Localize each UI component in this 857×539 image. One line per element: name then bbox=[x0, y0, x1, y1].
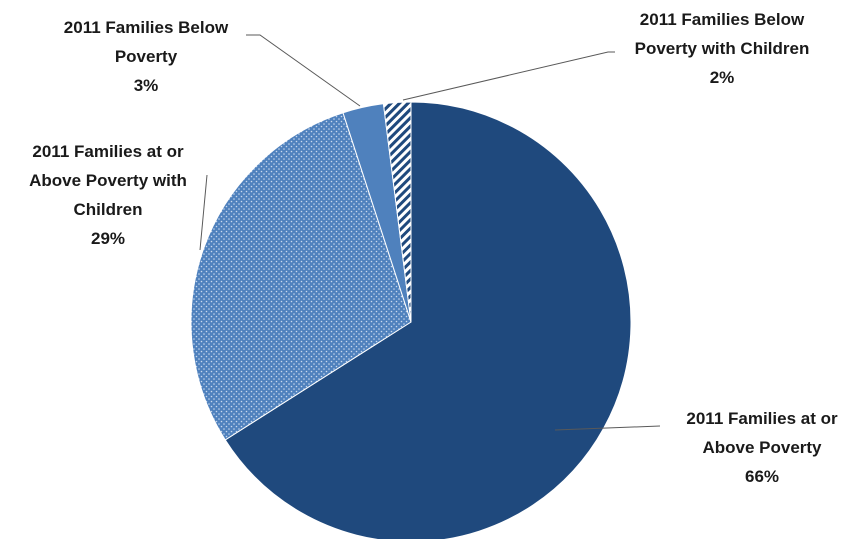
slice-label-line: Children bbox=[74, 200, 143, 219]
pie-slices bbox=[190, 101, 632, 539]
slice-label-line: Above Poverty with bbox=[29, 171, 187, 190]
slice-label-line: 2011 Families at or bbox=[686, 409, 838, 428]
slice-label-above-poverty-with-children: 2011 Families at or Above Poverty with C… bbox=[29, 142, 187, 248]
slice-value-label: 3% bbox=[134, 76, 159, 95]
pie-slice-3 bbox=[382, 101, 412, 323]
slice-value-label: 2% bbox=[710, 68, 735, 87]
leader-line-above-poverty-with-children bbox=[199, 174, 208, 251]
leader-lines bbox=[199, 34, 661, 431]
leader-line-below-poverty-with-children bbox=[402, 51, 615, 101]
slice-label-line: 2011 Families Below bbox=[640, 10, 805, 29]
slice-label-line: 2011 Families at or bbox=[32, 142, 184, 161]
slice-value-label: 66% bbox=[745, 467, 779, 486]
slice-label-line: Above Poverty bbox=[702, 438, 822, 457]
slice-label-above-poverty: 2011 Families at or Above Poverty 66% bbox=[686, 409, 838, 486]
leader-line-above-poverty bbox=[554, 425, 661, 431]
slice-value-label: 29% bbox=[91, 229, 125, 248]
leader-line-below-poverty bbox=[246, 34, 361, 107]
slice-label-line: Poverty with Children bbox=[635, 39, 810, 58]
slice-label-below-poverty-with-children: 2011 Families Below Poverty with Childre… bbox=[635, 10, 810, 87]
slice-label-below-poverty: 2011 Families Below Poverty 3% bbox=[64, 18, 229, 95]
slice-label-line: Poverty bbox=[115, 47, 178, 66]
pie-slice-1 bbox=[190, 112, 412, 441]
slice-label-line: 2011 Families Below bbox=[64, 18, 229, 37]
